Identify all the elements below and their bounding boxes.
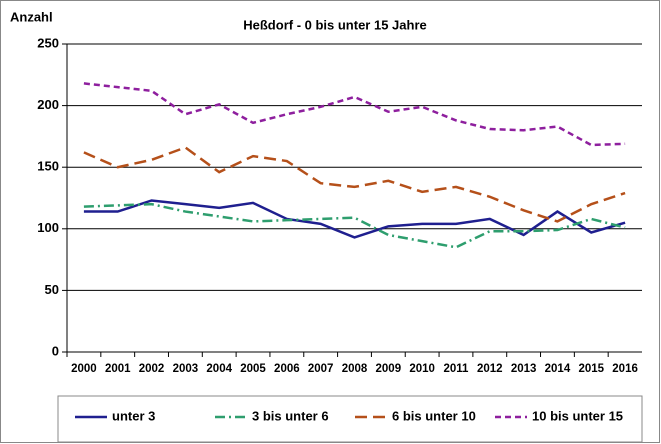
x-tick-label: 2010 <box>409 363 435 375</box>
x-tick-label: 2001 <box>105 363 131 375</box>
x-tick-label: 2005 <box>240 363 266 375</box>
y-tick-label: 0 <box>52 343 59 358</box>
legend-label: 6 bis unter 10 <box>392 408 476 423</box>
x-tick-label: 2007 <box>308 363 334 375</box>
legend-label: 10 bis unter 15 <box>532 408 623 423</box>
series-line <box>83 82 626 147</box>
x-tick-label: 2012 <box>477 363 503 375</box>
y-tick-label: 250 <box>37 35 59 50</box>
legend-box <box>57 395 643 443</box>
y-tick-label: 50 <box>45 282 59 297</box>
x-tick-label: 2013 <box>511 363 537 375</box>
x-tick-label: 2000 <box>71 363 97 375</box>
legend-label: unter 3 <box>112 408 155 423</box>
x-tick-label: 2009 <box>376 363 402 375</box>
x-tick-label: 2015 <box>578 363 604 375</box>
x-tick-label: 2004 <box>206 363 232 375</box>
x-tick-label: 2008 <box>342 363 368 375</box>
series-line <box>83 199 626 239</box>
y-tick-label: 200 <box>37 97 59 112</box>
chart-title: Heßdorf - 0 bis unter 15 Jahre <box>243 17 427 32</box>
series-line <box>83 202 626 249</box>
y-tick-label: 100 <box>37 220 59 235</box>
x-tick-label: 2016 <box>612 363 638 375</box>
x-tick-label: 2014 <box>545 363 571 375</box>
legend-label: 3 bis unter 6 <box>252 408 329 423</box>
x-tick-label: 2003 <box>173 363 199 375</box>
y-axis-label: Anzahl <box>10 9 53 24</box>
y-tick-label: 150 <box>37 159 59 174</box>
x-tick-label: 2011 <box>443 363 469 375</box>
x-tick-label: 2006 <box>274 363 300 375</box>
x-tick-label: 2002 <box>139 363 165 375</box>
series-line <box>83 146 626 223</box>
